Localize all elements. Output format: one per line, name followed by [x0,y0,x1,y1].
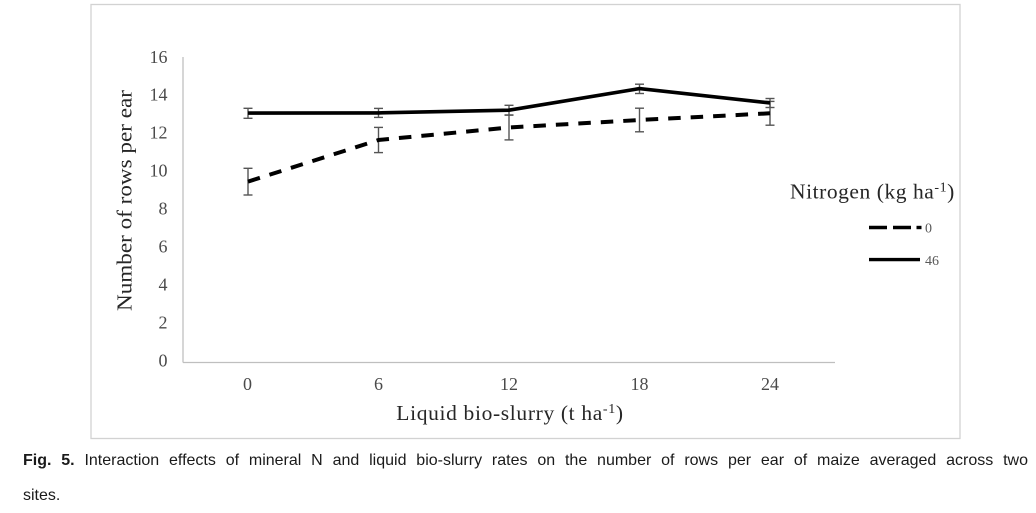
svg-text:8: 8 [159,199,168,219]
svg-text:6: 6 [159,237,168,257]
svg-text:0: 0 [243,374,252,394]
svg-text:46: 46 [925,254,939,269]
svg-text:12: 12 [150,123,168,143]
svg-text:6: 6 [374,374,383,394]
svg-text:16: 16 [150,47,168,67]
svg-text:Liquid bio-slurry (t ha-1): Liquid bio-slurry (t ha-1) [396,401,623,425]
svg-text:Nitrogen (kg ha-1): Nitrogen (kg ha-1) [790,180,955,204]
svg-text:18: 18 [631,374,649,394]
svg-text:Number of rows per ear: Number of rows per ear [113,90,137,311]
svg-text:0: 0 [925,222,932,237]
svg-text:14: 14 [150,85,168,105]
svg-text:12: 12 [500,374,518,394]
svg-text:4: 4 [159,275,168,295]
svg-text:10: 10 [150,161,168,181]
svg-text:24: 24 [761,374,779,394]
svg-text:0: 0 [159,351,168,371]
svg-text:2: 2 [159,313,168,333]
